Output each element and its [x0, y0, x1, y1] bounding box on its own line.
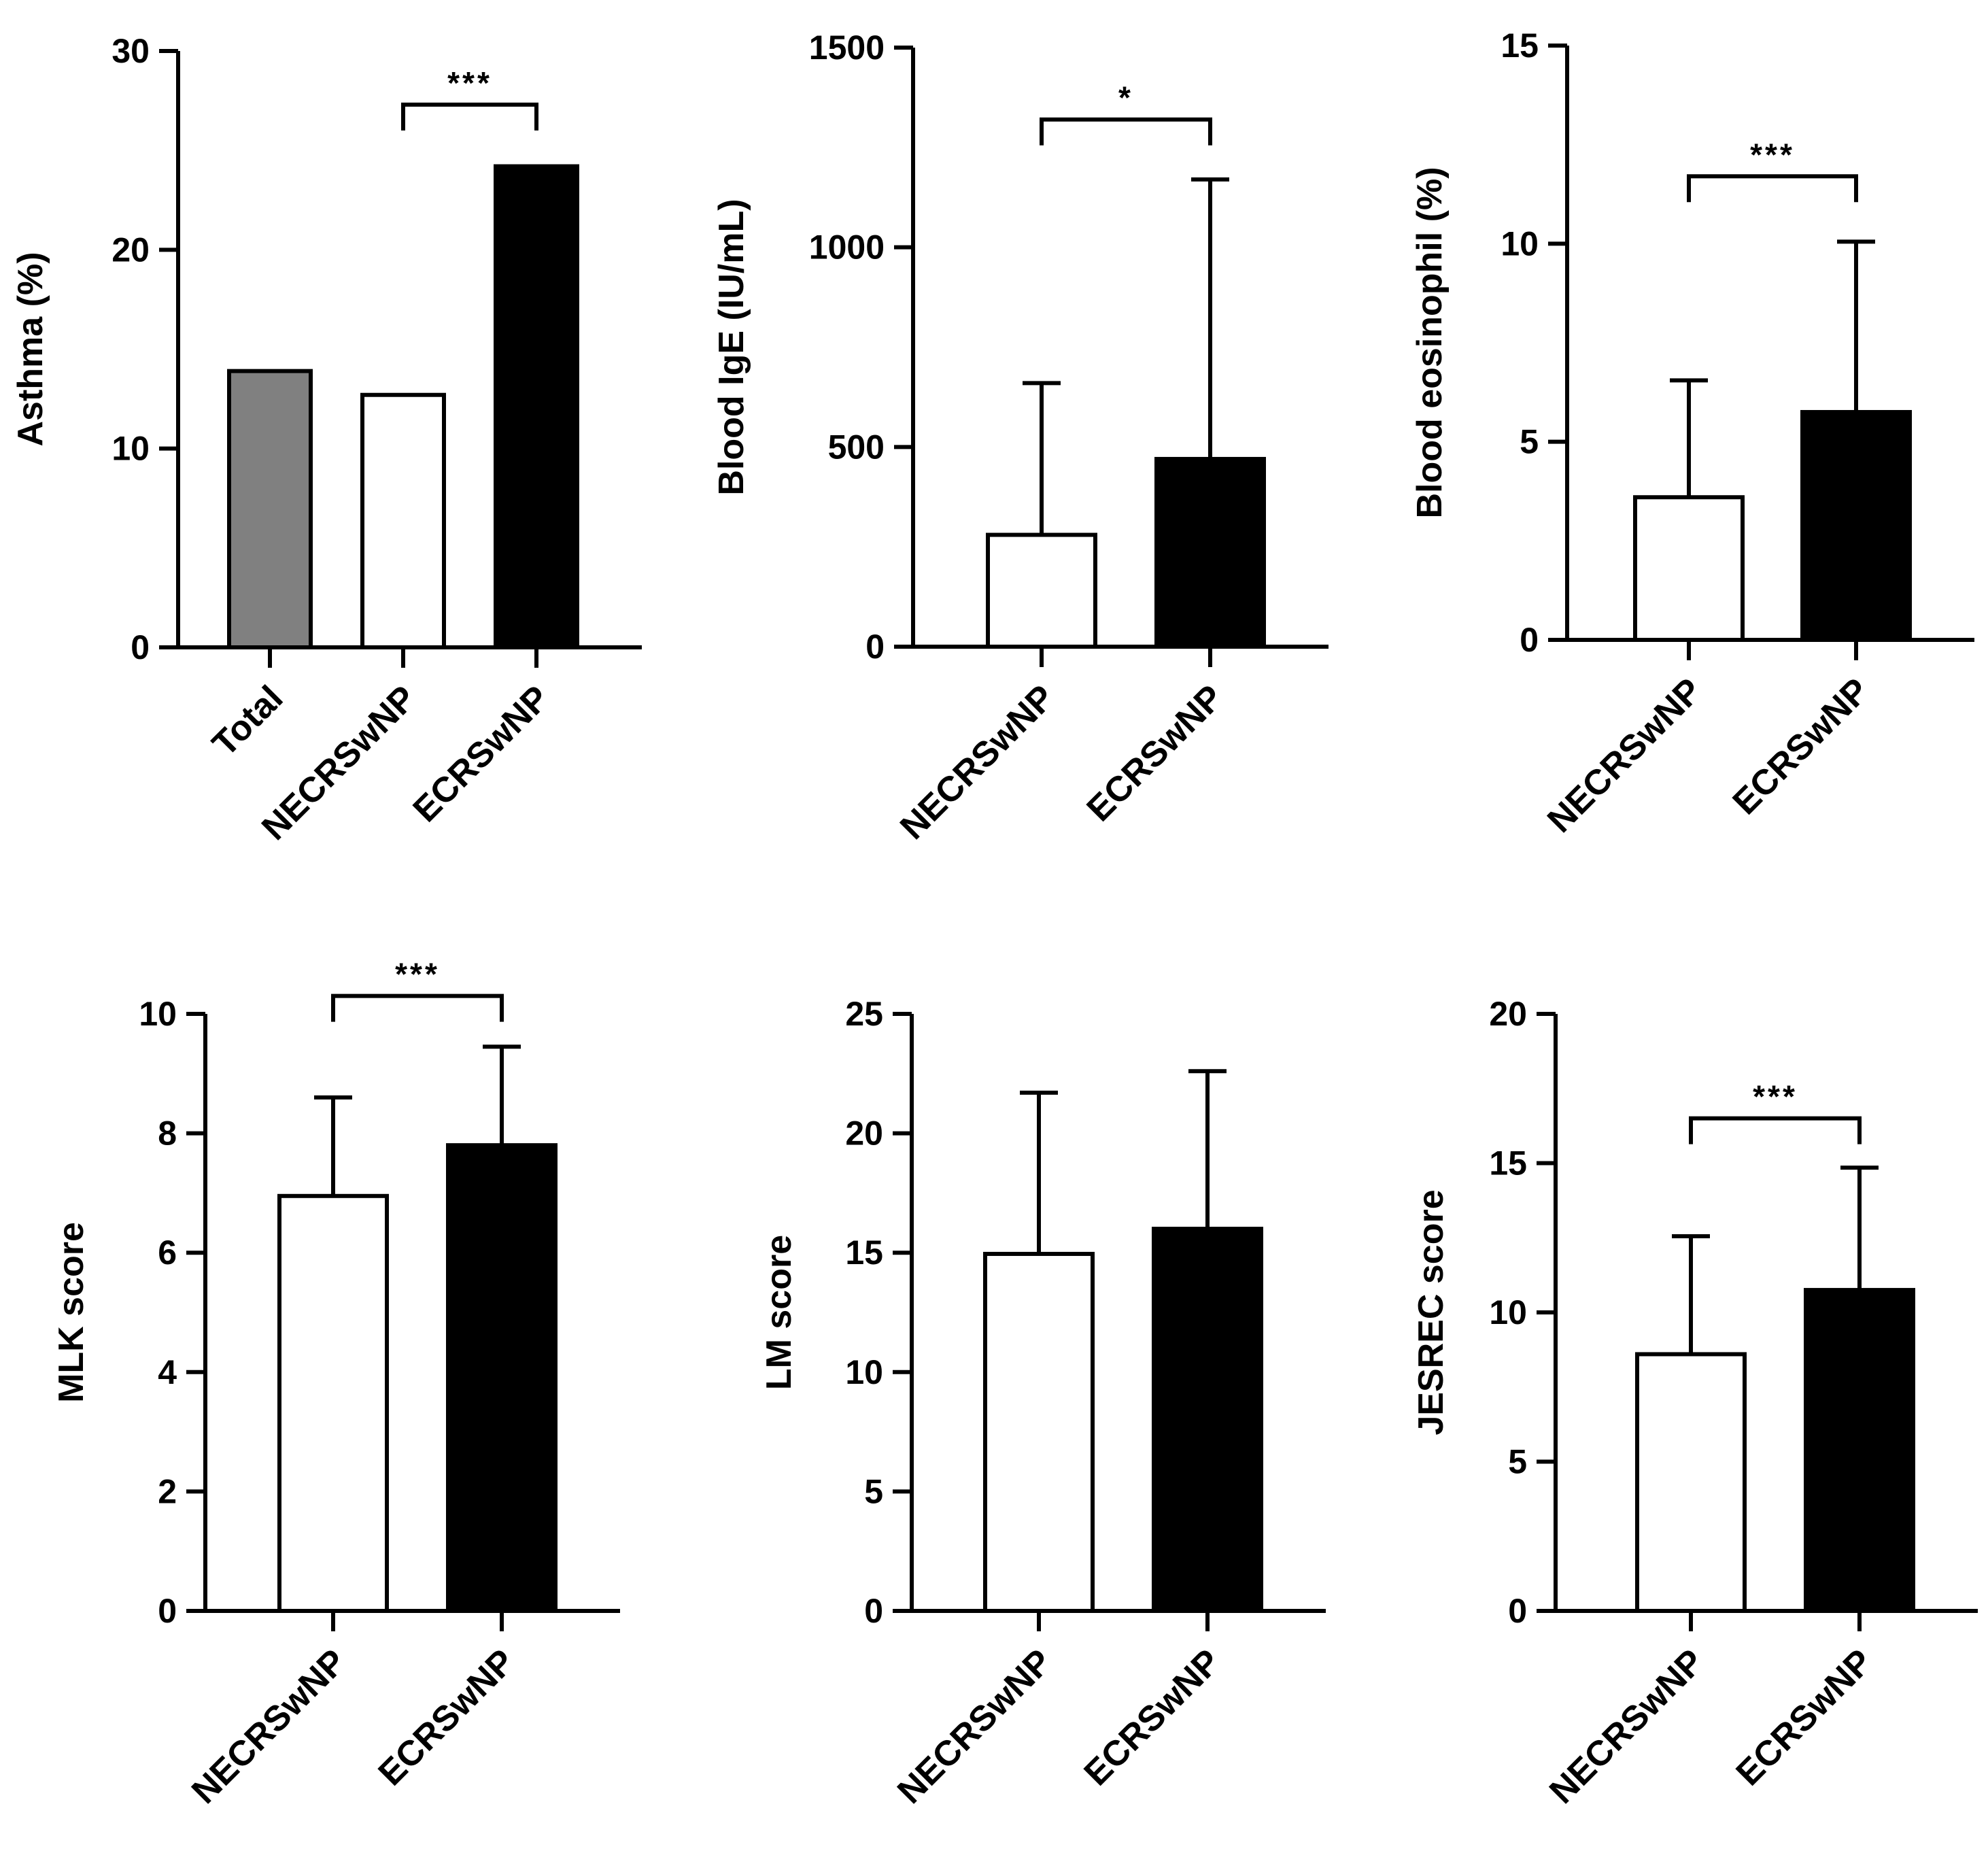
x-category-label: ECRSwNP — [371, 1642, 523, 1793]
y-tick-label: 0 — [1508, 1592, 1527, 1630]
y-tick-label: 0 — [1520, 621, 1539, 659]
x-category-label: NECRSwNP — [893, 677, 1062, 847]
bar-total — [227, 369, 313, 649]
chart-panel-3: 0 5 10 15 Blood eosinophil (%) NECRSwNP ECRSwN… — [1410, 27, 1974, 840]
y-tick-label: 8 — [158, 1115, 177, 1153]
y-axis-label: Asthma (%) — [11, 252, 50, 446]
significance-label: *** — [1750, 137, 1795, 172]
y-tick-label: 6 — [158, 1234, 177, 1272]
y-tick-label: 15 — [845, 1234, 883, 1272]
y-tick-label: 10 — [139, 995, 177, 1033]
y-tick-label: 0 — [158, 1592, 177, 1630]
bar-ecrswnp — [1800, 409, 1912, 642]
x-category-label: NECRSwNP — [184, 1642, 354, 1811]
y-tick-label: 25 — [845, 995, 883, 1033]
y-tick-label: 5 — [1508, 1443, 1527, 1481]
x-category-label: ECRSwNP — [1729, 1642, 1881, 1793]
x-category-label: ECRSwNP — [1726, 670, 1877, 822]
significance-bracket — [1040, 117, 1212, 146]
y-tick-label: 1000 — [809, 228, 885, 267]
y-tick-label: 10 — [1489, 1293, 1527, 1331]
chart-panel-6: 0 5 10 15 20 JESREC score NECRSwNP ECRSwNP *** — [1411, 995, 1978, 1812]
y-tick-label: 500 — [828, 428, 885, 466]
chart-panel-2: 0 500 1000 1500 Blood IgE (IU/mL) NECRSwNP ECR… — [712, 29, 1329, 847]
chart-panel-5: 0 5 10 15 20 25 LM score NECRSwNP ECRSwNP — [759, 995, 1326, 1812]
bar-necrswnp — [277, 1193, 389, 1614]
x-category-label: Total — [205, 678, 290, 764]
significance-label: * — [1118, 80, 1133, 116]
significance-bracket — [331, 993, 504, 1022]
y-tick-label: 1500 — [809, 29, 885, 67]
significance-label: *** — [447, 65, 492, 101]
bar-necrswnp — [360, 392, 446, 650]
x-category-label: NECRSwNP — [1540, 670, 1709, 840]
significance-label: *** — [395, 957, 440, 992]
y-tick-label: 30 — [112, 32, 150, 70]
y-tick-label: 20 — [112, 231, 150, 269]
y-tick-label: 0 — [131, 628, 150, 666]
y-tick-label: 2 — [158, 1472, 177, 1510]
y-axis-label: Blood eosinophil (%) — [1410, 167, 1450, 518]
x-category-label: NECRSwNP — [1542, 1642, 1711, 1811]
bar-necrswnp — [1633, 495, 1745, 642]
y-axis-label: MLK score — [52, 1222, 91, 1403]
y-tick-label: 15 — [1501, 27, 1539, 65]
chart-panel-4: 0 2 4 6 8 10 MLK score NECRSwNP ECRSwNP *** — [52, 957, 620, 1812]
x-category-label: ECRSwNP — [1077, 1642, 1229, 1793]
bar-necrswnp — [1635, 1352, 1747, 1613]
y-tick-label: 5 — [864, 1472, 883, 1510]
y-axis-label: LM score — [759, 1235, 799, 1390]
y-tick-label: 5 — [1520, 423, 1539, 461]
y-tick-label: 20 — [845, 1115, 883, 1153]
significance-bracket — [1689, 1116, 1862, 1144]
y-tick-label: 10 — [845, 1353, 883, 1391]
x-category-label: NECRSwNP — [890, 1642, 1059, 1811]
y-axis-label: Blood IgE (IU/mL) — [712, 199, 751, 495]
y-tick-label: 10 — [112, 430, 150, 468]
y-tick-label: 4 — [158, 1353, 177, 1391]
bar-ecrswnp — [494, 164, 579, 649]
bar-ecrswnp — [1154, 456, 1266, 649]
bar-ecrswnp — [1152, 1227, 1263, 1613]
significance-label: *** — [1753, 1079, 1798, 1115]
y-tick-label: 10 — [1501, 224, 1539, 262]
y-axis-label: JESREC score — [1411, 1189, 1451, 1435]
x-category-label: ECRSwNP — [406, 678, 558, 830]
y-tick-label: 0 — [866, 628, 885, 666]
significance-bracket — [401, 102, 538, 131]
significance-bracket — [1687, 174, 1858, 203]
y-tick-label: 15 — [1489, 1144, 1527, 1183]
bar-necrswnp — [983, 1251, 1095, 1614]
y-tick-label: 20 — [1489, 995, 1527, 1033]
y-tick-label: 0 — [864, 1592, 883, 1630]
bar-necrswnp — [986, 532, 1097, 649]
bar-ecrswnp — [446, 1143, 558, 1614]
x-category-label: ECRSwNP — [1080, 677, 1231, 829]
bar-ecrswnp — [1804, 1288, 1915, 1613]
